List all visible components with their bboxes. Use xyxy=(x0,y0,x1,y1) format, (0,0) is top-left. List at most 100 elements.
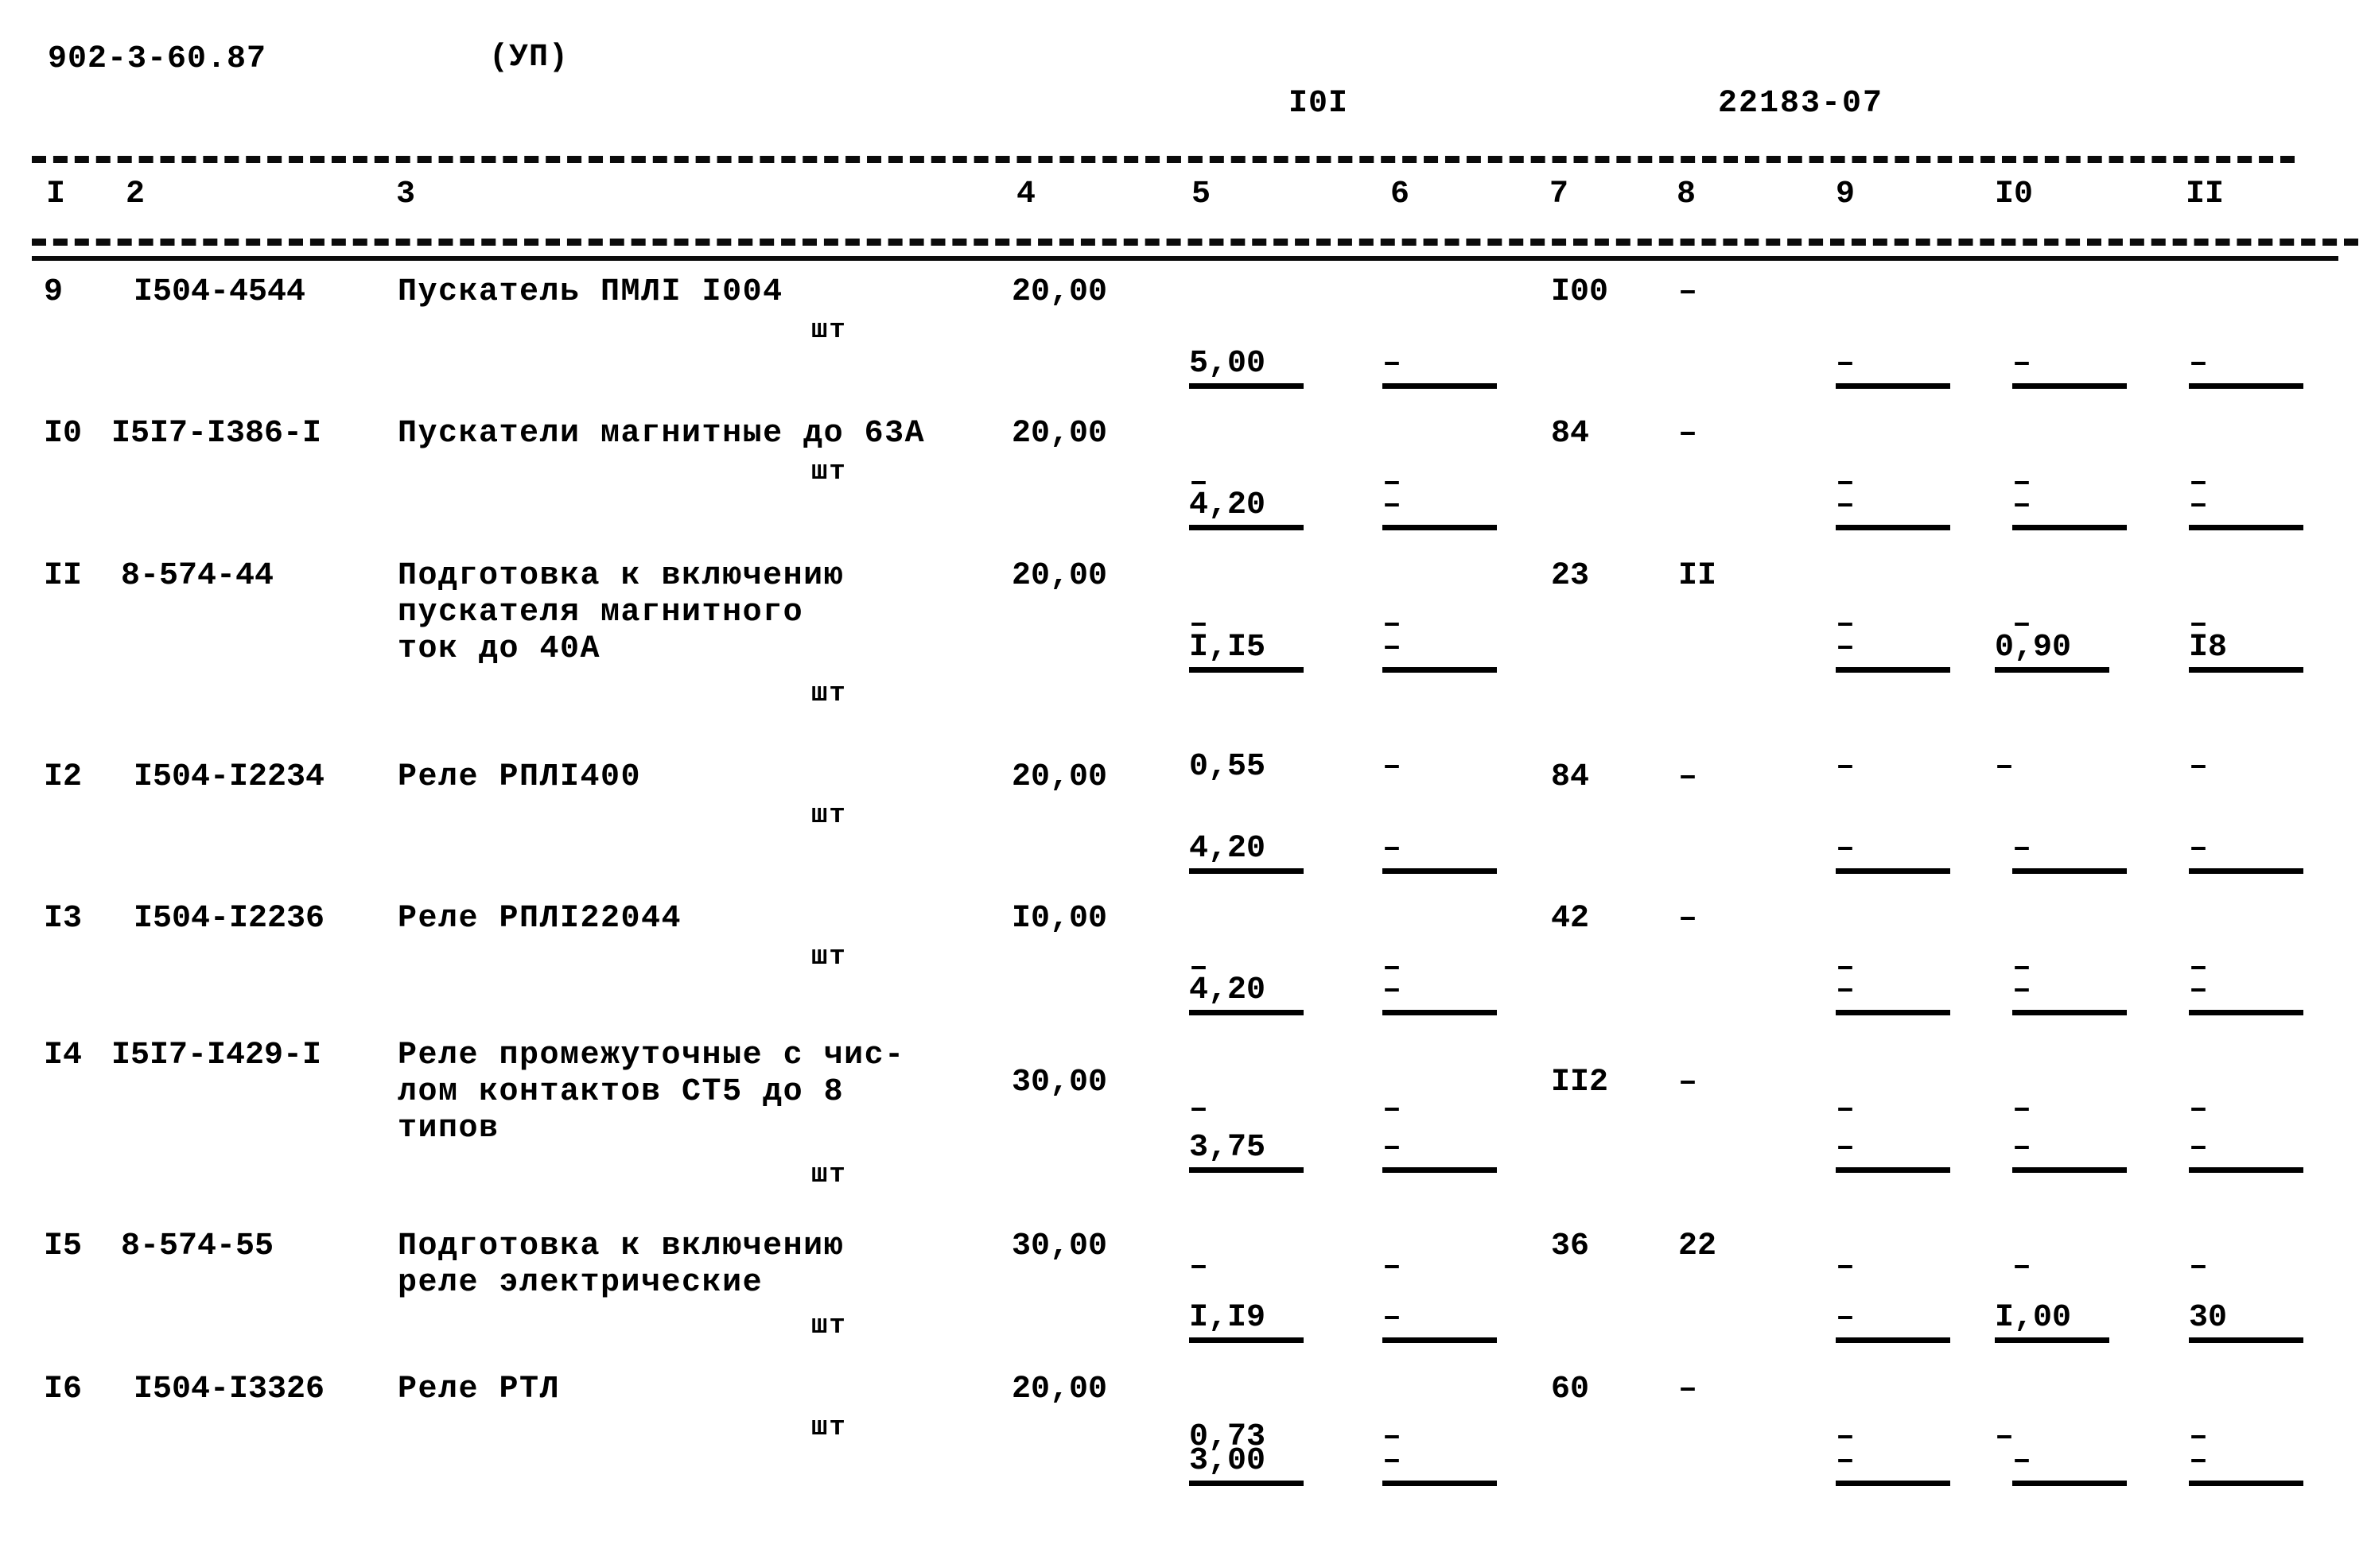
row-col10-top: – xyxy=(2012,972,2128,1015)
row-col9: – – xyxy=(1836,558,1951,856)
row-number: 9 xyxy=(44,274,64,310)
row-code: I5I7-I429-I xyxy=(111,1038,322,1073)
table-rule-bottom xyxy=(32,239,2358,246)
row-col6-bot: – xyxy=(1382,1092,1402,1127)
row-col10-bot: – xyxy=(2012,607,2032,642)
document-number: 22183-07 xyxy=(1718,86,1884,122)
row-col5-top: 3,75 xyxy=(1189,1130,1304,1173)
row-description-line: Реле РПЛI22044 xyxy=(398,901,682,937)
row-col9: – – xyxy=(1836,901,1951,1199)
row-col9: – – xyxy=(1836,274,1951,572)
row-unit: шт xyxy=(811,801,847,831)
row-col10-bot: – xyxy=(2012,1249,2032,1285)
row-col11-top: – xyxy=(2189,831,2304,874)
row-col9: – – xyxy=(1836,1372,1951,1568)
row-col5: 4,20 – xyxy=(1189,759,1304,1058)
row-col11: I8 – xyxy=(2189,558,2304,856)
row-col11: – – xyxy=(2189,274,2304,572)
row-col10: – – xyxy=(2012,416,2128,714)
row-description-line: Реле РТЛ xyxy=(398,1372,561,1407)
row-col9-top: – xyxy=(1836,1300,1951,1343)
row-col9-bot: – xyxy=(1836,1249,1856,1285)
row-unit: шт xyxy=(811,942,847,972)
row-col8: – xyxy=(1678,759,1698,795)
column-header-10: I0 xyxy=(1995,177,2034,212)
row-code: I5I7-I386-I xyxy=(111,416,322,452)
row-col9-top: – xyxy=(1836,1443,1951,1486)
row-description-line: Реле РПЛI400 xyxy=(398,759,642,795)
row-col10: – – xyxy=(2012,1058,2128,1356)
row-col9-top: – xyxy=(1836,972,1951,1015)
row-col10-top: 0,90 xyxy=(1995,630,2110,673)
row-description-line: Подготовка к включению xyxy=(398,558,845,594)
row-col4: 30,00 xyxy=(1012,1228,1108,1264)
row-col6-bot: – xyxy=(1382,1419,1402,1455)
row-code: 8-574-44 xyxy=(121,558,274,594)
row-col4: 30,00 xyxy=(1012,1065,1108,1100)
row-col11: – – xyxy=(2189,416,2304,714)
row-col11: – – xyxy=(2189,901,2304,1199)
row-col9-top: – xyxy=(1836,487,1951,530)
row-col10-top: – xyxy=(2012,831,2128,874)
row-col11-top: 30 xyxy=(2189,1300,2304,1343)
row-description-line: пускателя магнитного xyxy=(398,595,804,631)
row-col5: I,I9 0,73 xyxy=(1189,1228,1304,1527)
row-col5: 5,00 – xyxy=(1189,274,1304,572)
row-col6-top: – xyxy=(1382,487,1498,530)
row-col5-bot: – xyxy=(1189,1558,1304,1568)
row-unit: шт xyxy=(811,1413,847,1443)
row-col4: 20,00 xyxy=(1012,1372,1108,1407)
section-label: (УП) xyxy=(489,40,569,76)
row-col5-bot: – xyxy=(1189,465,1209,501)
row-col4: 20,00 xyxy=(1012,274,1108,310)
row-col5-bot: – xyxy=(1189,607,1209,642)
row-col5-top: 4,20 xyxy=(1189,972,1304,1015)
row-col10-top: I,00 xyxy=(1995,1300,2110,1343)
row-col11: – – xyxy=(2189,759,2304,1058)
column-header-1: I xyxy=(46,177,66,212)
row-col10-bot: – xyxy=(2012,950,2032,986)
row-col6: – – xyxy=(1382,901,1498,1199)
row-code: I504-I2236 xyxy=(134,901,325,937)
row-col6: – – xyxy=(1382,416,1498,714)
row-col6-top: – xyxy=(1382,1443,1498,1486)
row-col8: 22 xyxy=(1678,1228,1717,1264)
page-number: I0I xyxy=(1288,86,1349,122)
column-header-2: 2 xyxy=(126,177,146,212)
column-header-11: II xyxy=(2186,177,2225,212)
row-col6-bot: – xyxy=(1382,749,1402,785)
row-col7: 84 xyxy=(1551,416,1590,452)
row-col7: 84 xyxy=(1551,759,1590,795)
row-number: I4 xyxy=(44,1038,83,1073)
column-header-7: 7 xyxy=(1549,177,1569,212)
row-col10-bot: – xyxy=(1995,1419,2015,1455)
row-col8: – xyxy=(1678,901,1698,937)
row-col5: I,I5 0,55 xyxy=(1189,558,1304,856)
row-description-line: ток до 40А xyxy=(398,631,601,667)
row-description-line: Подготовка к включению xyxy=(398,1228,845,1264)
row-col5-top: 5,00 xyxy=(1189,346,1304,389)
row-col9-bot: – xyxy=(1836,1092,1856,1127)
row-col9-top: – xyxy=(1836,831,1951,874)
row-col11: – – xyxy=(2189,1372,2304,1568)
row-col5-top: 3,00 xyxy=(1189,1443,1304,1486)
row-col9-top: – xyxy=(1836,630,1951,673)
row-col7: I00 xyxy=(1551,274,1609,310)
row-col7: 42 xyxy=(1551,901,1590,937)
row-col6-top: – xyxy=(1382,972,1498,1015)
row-description-line: Пускатель ПМЛI I004 xyxy=(398,274,783,310)
row-unit: шт xyxy=(811,1160,847,1190)
row-col10-top: – xyxy=(2012,1130,2128,1173)
row-unit: шт xyxy=(811,1311,847,1341)
row-col11-bot: – xyxy=(2189,749,2209,785)
row-col10: – – xyxy=(2012,1372,2128,1568)
row-col11-bot: – xyxy=(2189,1419,2209,1455)
column-header-8: 8 xyxy=(1677,177,1697,212)
row-col9: – – xyxy=(1836,416,1951,714)
row-number: I0 xyxy=(44,416,83,452)
row-col10: – – xyxy=(2012,901,2128,1199)
row-col8: – xyxy=(1678,1065,1698,1100)
row-number: II xyxy=(44,558,83,594)
row-description-line: лом контактов СТ5 до 8 xyxy=(398,1074,845,1110)
row-col6-bot: – xyxy=(1382,1558,1497,1568)
